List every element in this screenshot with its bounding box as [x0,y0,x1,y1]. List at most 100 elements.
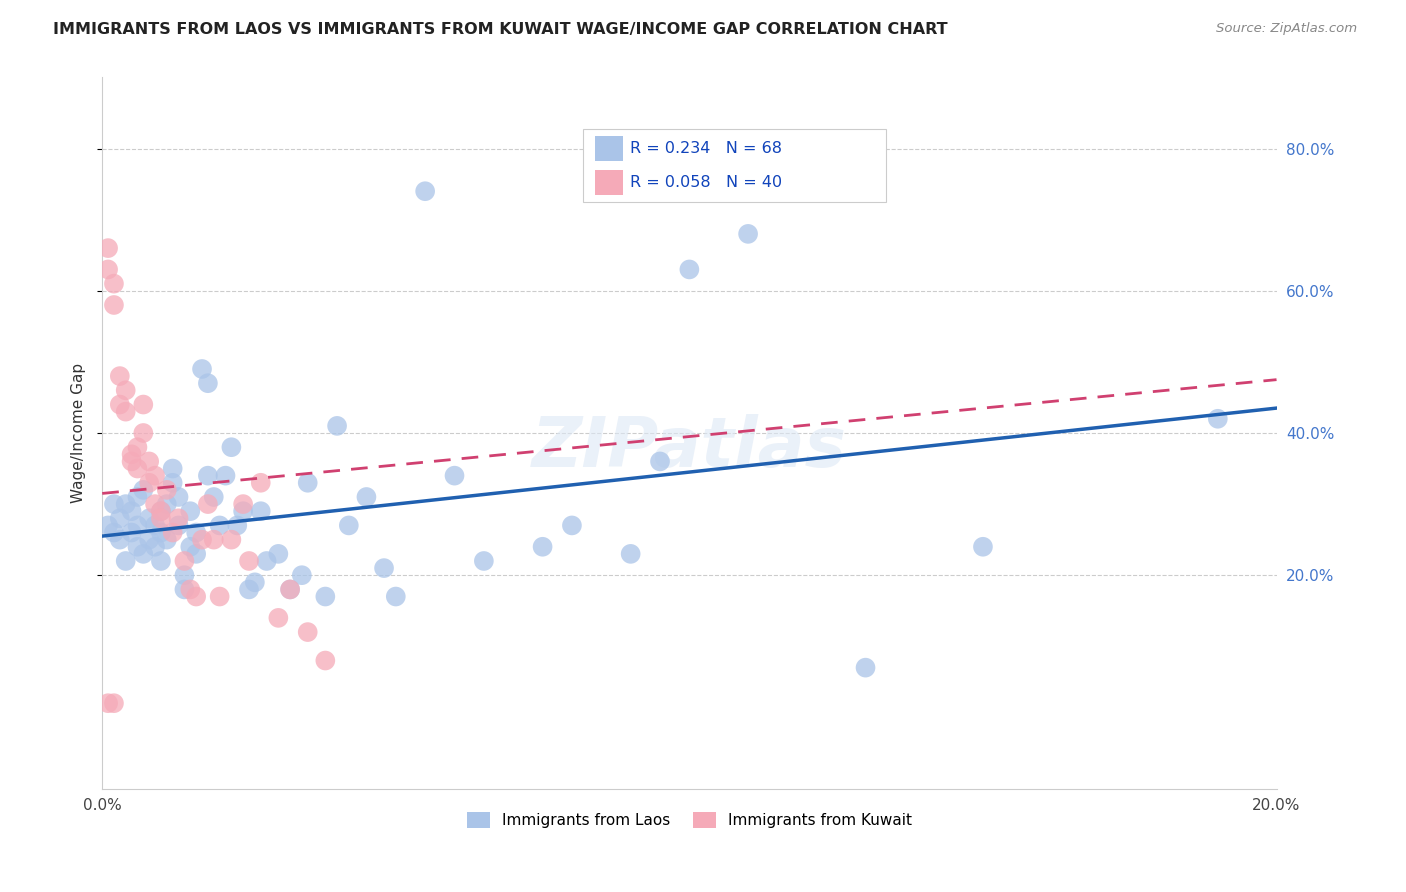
Point [531,540,554,554]
Point [256,554,278,568]
Point [648,454,671,468]
Point [678,262,700,277]
Point [337,518,360,533]
Point [208,518,231,533]
Point [179,504,201,518]
Point [156,483,179,497]
Point [278,582,301,597]
Point [103,497,125,511]
Point [138,533,160,547]
Point [197,497,219,511]
Point [737,227,759,241]
Point [972,540,994,554]
Point [620,547,643,561]
Point [191,362,214,376]
Point [121,447,143,461]
Point [149,504,172,518]
Point [443,468,465,483]
Point [162,525,184,540]
Point [855,660,877,674]
Point [103,277,125,291]
Point [143,518,166,533]
Point [121,454,143,468]
Point [191,533,214,547]
Point [143,468,166,483]
Point [197,468,219,483]
Point [167,490,190,504]
Point [385,590,408,604]
Point [238,582,260,597]
Point [202,533,225,547]
Point [232,497,254,511]
Point [149,525,172,540]
Point [249,504,271,518]
Point [472,554,495,568]
Point [208,590,231,604]
Point [114,497,136,511]
Point [138,454,160,468]
Point [127,490,149,504]
Text: R = 0.058   N = 40: R = 0.058 N = 40 [630,176,782,190]
Point [221,440,243,454]
Text: IMMIGRANTS FROM LAOS VS IMMIGRANTS FROM KUWAIT WAGE/INCOME GAP CORRELATION CHART: IMMIGRANTS FROM LAOS VS IMMIGRANTS FROM … [53,22,948,37]
Point [221,533,243,547]
Point [267,547,290,561]
Point [132,547,155,561]
Point [114,404,136,418]
Point [97,696,120,710]
Point [149,504,172,518]
Point [162,475,184,490]
Point [297,475,319,490]
Point [108,369,131,384]
Point [173,582,195,597]
Point [297,625,319,640]
Point [249,475,271,490]
Point [149,511,172,525]
Point [291,568,314,582]
Point [167,518,190,533]
Point [326,418,349,433]
Point [132,425,155,440]
Point [108,398,131,412]
Point [138,511,160,525]
Text: Source: ZipAtlas.com: Source: ZipAtlas.com [1216,22,1357,36]
Point [238,554,260,568]
Point [132,483,155,497]
Point [186,525,208,540]
Point [108,533,131,547]
Point [232,504,254,518]
Point [179,540,201,554]
Point [127,518,149,533]
Point [267,611,290,625]
Point [127,461,149,475]
Point [97,241,120,255]
Point [186,547,208,561]
Point [173,568,195,582]
Point [114,384,136,398]
Point [156,497,179,511]
Point [314,654,336,668]
Point [561,518,583,533]
Point [156,533,179,547]
Point [214,468,236,483]
Point [127,440,149,454]
Point [373,561,395,575]
Point [121,525,143,540]
Point [1206,411,1229,425]
Point [226,518,249,533]
Y-axis label: Wage/Income Gap: Wage/Income Gap [72,363,86,503]
Point [413,184,436,198]
Point [314,590,336,604]
Point [167,511,190,525]
Point [132,398,155,412]
Text: R = 0.234   N = 68: R = 0.234 N = 68 [630,142,782,156]
Point [103,525,125,540]
Point [356,490,378,504]
Point [138,475,160,490]
Point [121,504,143,518]
Point [149,554,172,568]
Point [173,554,195,568]
Point [97,518,120,533]
Point [186,590,208,604]
Point [97,262,120,277]
